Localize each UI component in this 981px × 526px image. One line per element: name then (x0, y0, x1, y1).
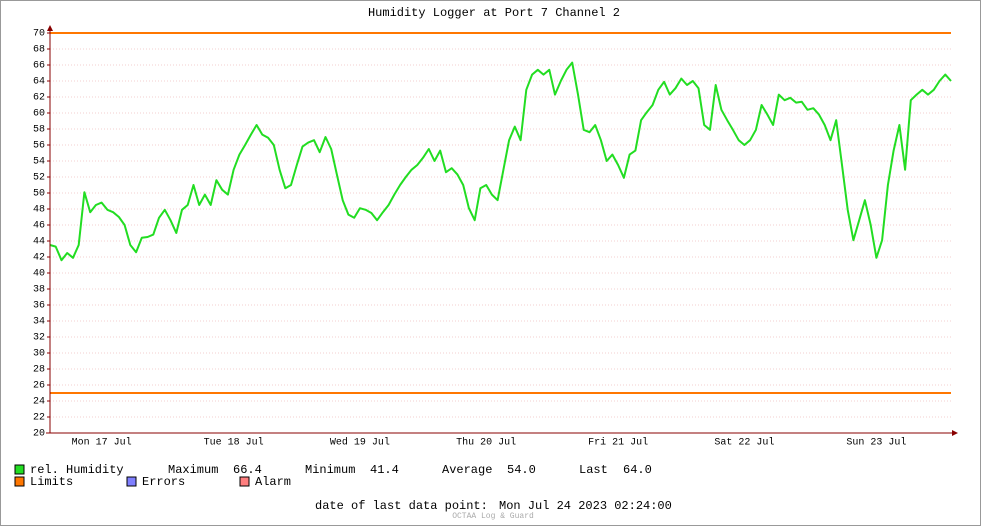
legend: rel. Humidity Maximum 66.4 Minimum 41.4 … (14, 463, 652, 489)
y-tick-label: 34 (33, 317, 45, 328)
legend-swatch (126, 476, 137, 487)
y-tick-label: 20 (33, 429, 45, 440)
plot (49, 32, 952, 394)
stat-value: 41.4 (370, 463, 399, 477)
y-tick-label: 44 (33, 237, 45, 248)
stat-label: Average (442, 463, 492, 477)
axes (46, 25, 958, 436)
legend-swatch (239, 476, 250, 487)
y-tick-label: 56 (33, 141, 45, 152)
watermark: OCTAA Log & Guard (452, 512, 534, 521)
x-axis-arrow (952, 430, 958, 436)
y-tick-label: 46 (33, 221, 45, 232)
x-tick-label: Sat 22 Jul (714, 437, 774, 449)
legend-label: Errors (142, 475, 185, 489)
x-tick-label: Thu 20 Jul (456, 437, 516, 449)
y-tick-label: 36 (33, 301, 45, 312)
stat-value: 66.4 (233, 463, 262, 477)
y-tick-label: 66 (33, 61, 45, 72)
legend-swatch (14, 464, 25, 475)
y-tick-label: 60 (33, 109, 45, 120)
data-line (49, 61, 952, 262)
y-tick-label: 22 (33, 413, 45, 424)
x-tick-label: Sun 23 Jul (846, 437, 906, 449)
chart-title: Humidity Logger at Port 7 Channel 2 (368, 6, 620, 20)
stat-label: Maximum (168, 463, 218, 477)
stat-value: 54.0 (507, 463, 536, 477)
stat-label: Minimum (305, 463, 355, 477)
y-tick-label: 64 (33, 77, 45, 88)
x-tick-label: Wed 19 Jul (330, 437, 390, 449)
y-tick-label: 24 (33, 397, 45, 408)
y-tick-label: 50 (33, 189, 45, 200)
y-tick-label: 40 (33, 269, 45, 280)
legend-label: Alarm (255, 475, 291, 489)
footer-label: date of last data point: (315, 499, 488, 513)
legend-label: Limits (30, 475, 73, 489)
y-tick-label: 48 (33, 205, 45, 216)
y-tick-label: 38 (33, 285, 45, 296)
x-tick-label: Fri 21 Jul (588, 437, 648, 449)
stat-value: 64.0 (623, 463, 652, 477)
legend-swatch (14, 476, 25, 487)
x-tick-label: Mon 17 Jul (72, 437, 132, 449)
y-tick-label: 32 (33, 333, 45, 344)
y-tick-label: 30 (33, 349, 45, 360)
y-tick-label: 28 (33, 365, 45, 376)
y-tick-label: 52 (33, 173, 45, 184)
y-tick-label: 68 (33, 45, 45, 56)
x-tick-label: Tue 18 Jul (204, 437, 264, 449)
y-tick-label: 26 (33, 381, 45, 392)
y-tick-label: 58 (33, 125, 45, 136)
footer-value: Mon Jul 24 2023 02:24:00 (499, 499, 672, 513)
y-tick-label: 54 (33, 157, 45, 168)
y-tick-label: 42 (33, 253, 45, 264)
y-axis-arrow (47, 25, 53, 31)
y-tick-label: 70 (33, 29, 45, 40)
stat-label: Last (579, 463, 608, 477)
y-tick-label: 62 (33, 93, 45, 104)
legend-label: rel. Humidity (30, 463, 124, 477)
